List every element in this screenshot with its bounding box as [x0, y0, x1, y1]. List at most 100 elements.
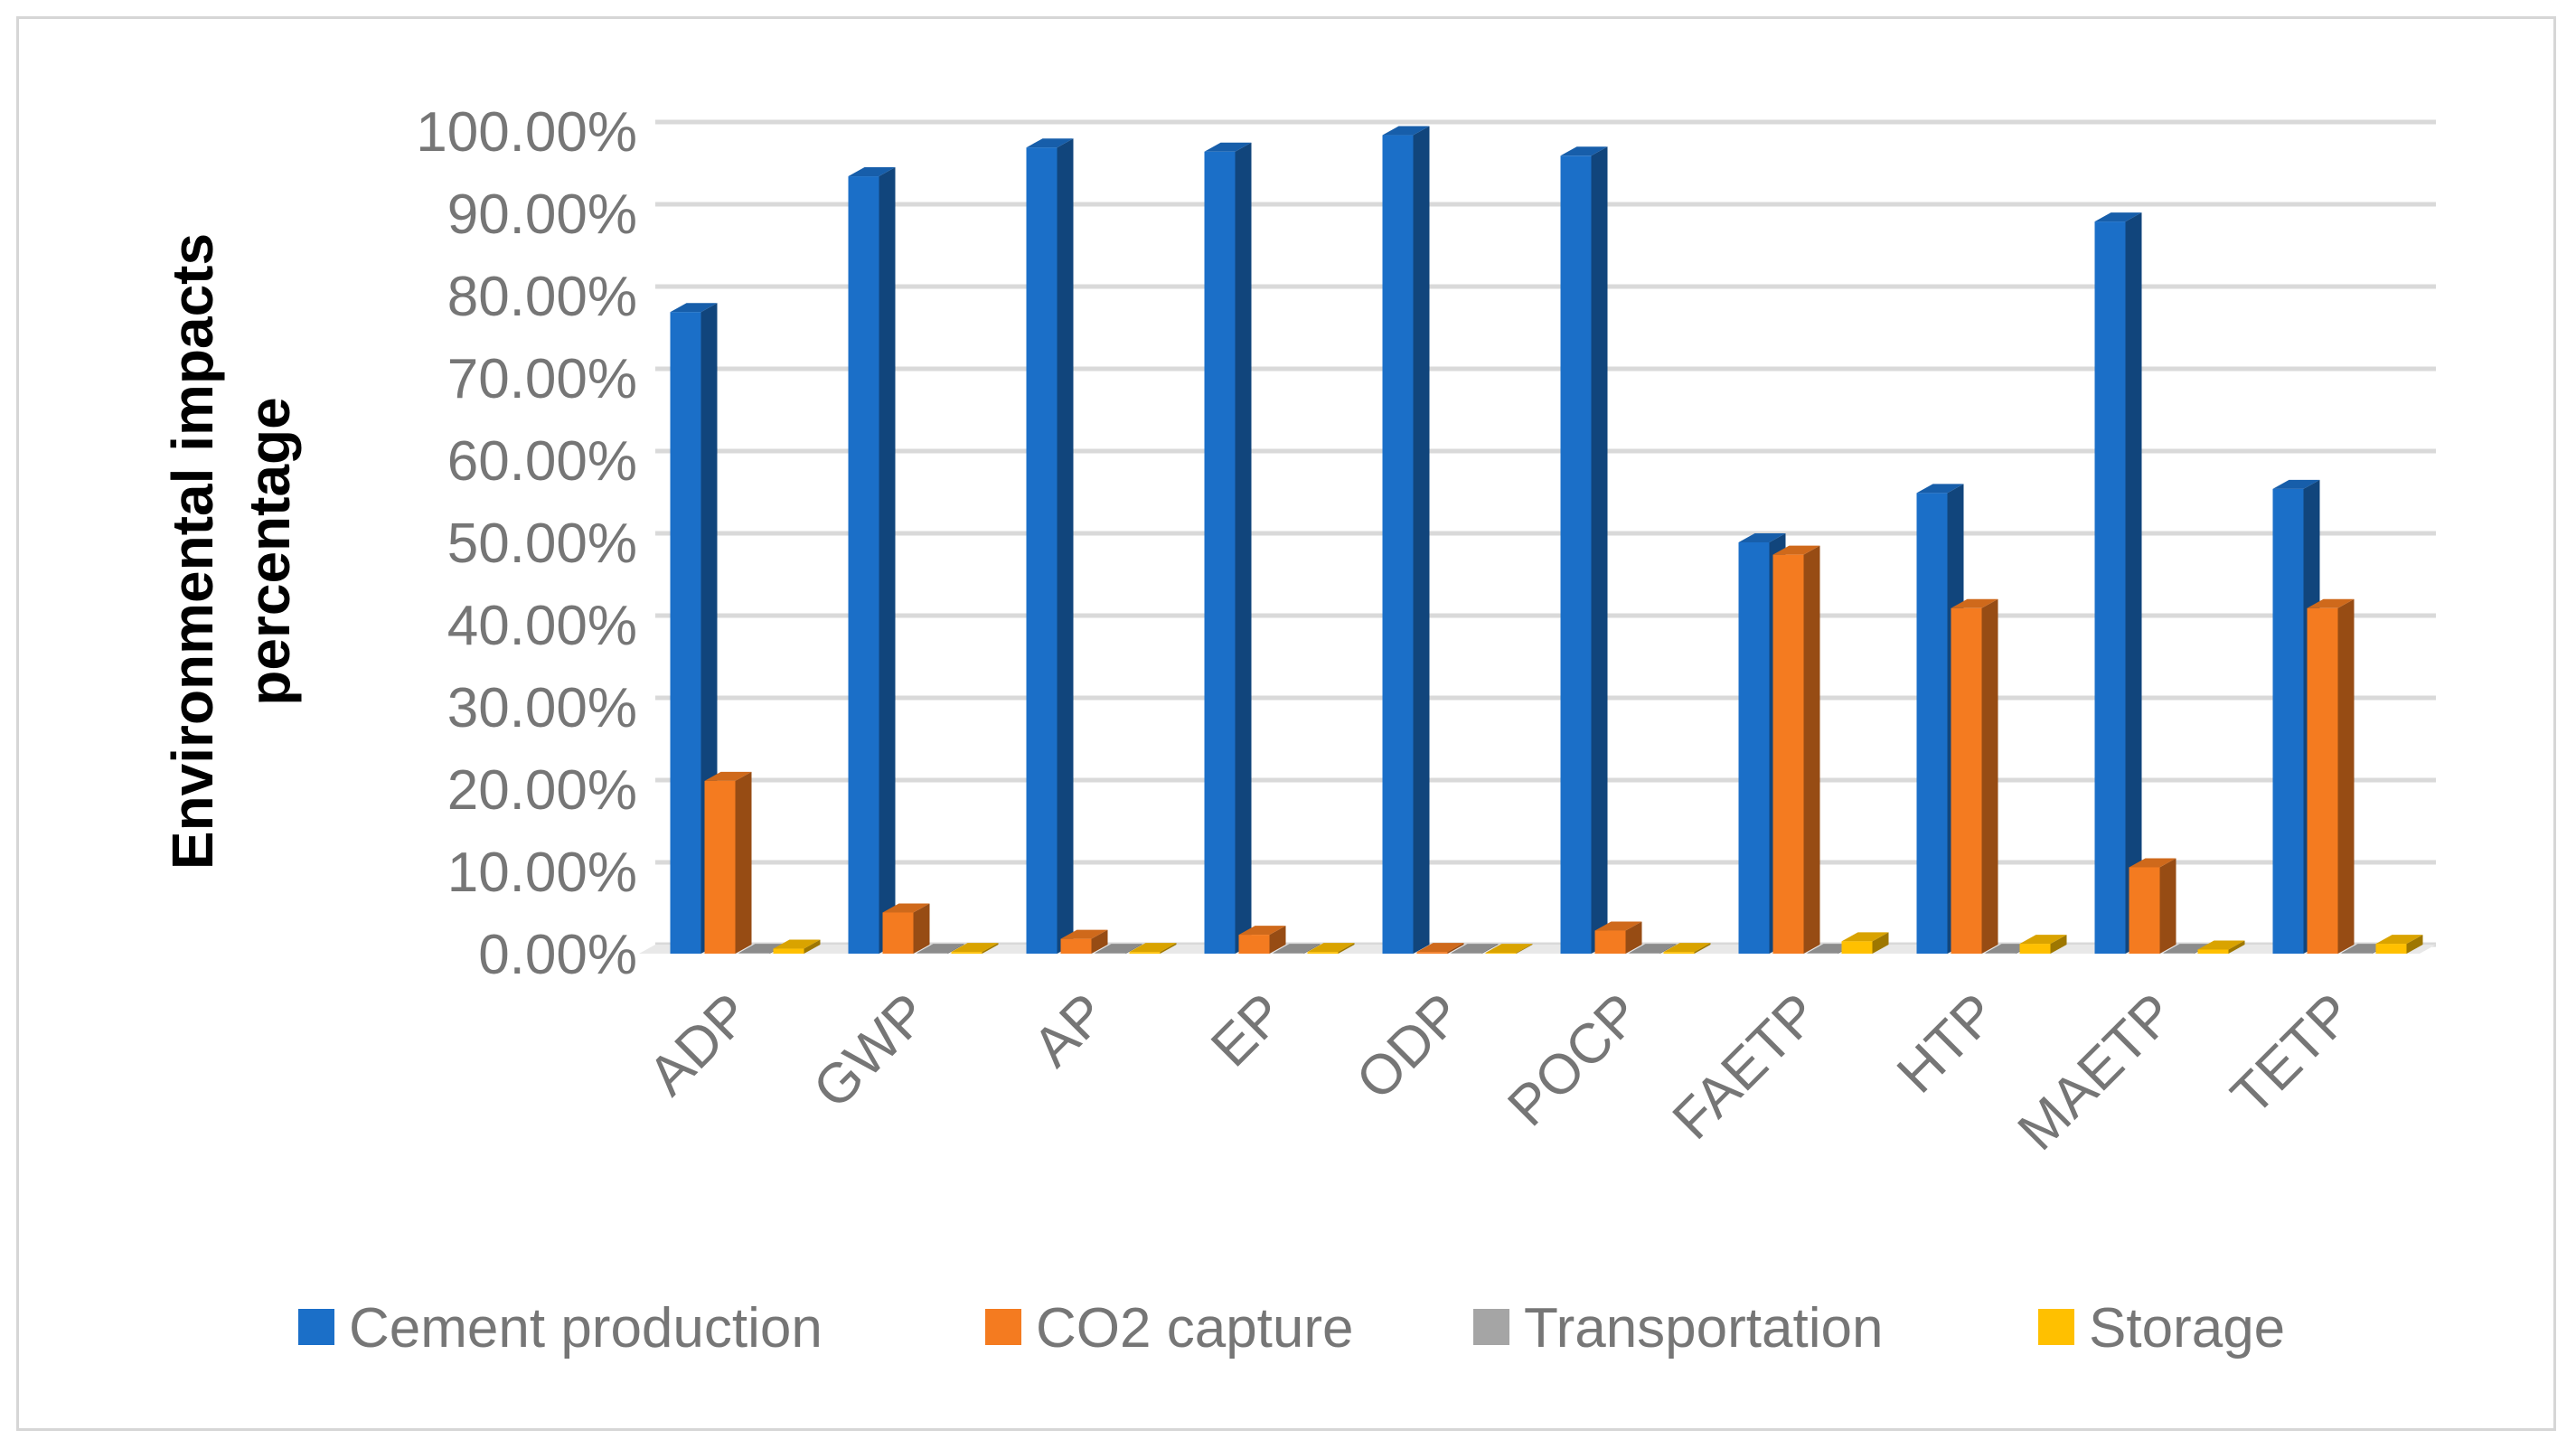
bar-front	[2307, 607, 2338, 954]
bar-top	[1916, 484, 1964, 494]
bar-side	[1091, 929, 1108, 954]
bar-side	[1269, 926, 1286, 954]
bar-top	[1485, 944, 1533, 954]
y-tick-label: 0.00%	[478, 924, 637, 986]
bar-front	[1238, 935, 1270, 954]
bar-side	[982, 943, 999, 954]
bar-gwp-cement-production	[848, 167, 896, 955]
bar-top	[951, 943, 999, 953]
bar-side	[2228, 940, 2245, 954]
bar-maetp-co2-capture	[2129, 858, 2176, 954]
bar-adp-co2-capture	[704, 771, 752, 954]
bar-htp-storage	[2019, 935, 2067, 954]
bar-front	[1485, 953, 1517, 954]
bar-top	[2375, 935, 2423, 945]
x-tick-label-htp: HTP	[1885, 982, 2008, 1105]
bar-side	[735, 771, 752, 954]
bar-htp-co2-capture	[1951, 598, 1998, 954]
legend-item-transportation: Transportation	[1473, 1297, 1883, 1360]
bar-top	[1629, 944, 1677, 954]
y-tick-label: 60.00%	[447, 430, 637, 493]
y-tick-label: 40.00%	[447, 595, 637, 657]
bar-maetp-storage	[2197, 940, 2245, 954]
bar-side	[1981, 598, 1998, 954]
x-tick-label-tetp: TETP	[2220, 982, 2365, 1127]
bar-front	[738, 953, 770, 954]
gridlines	[639, 119, 2436, 954]
bar-side	[1125, 944, 1142, 954]
legend-item-co2-capture: CO2 capture	[985, 1297, 1354, 1360]
bar-front	[1382, 135, 1414, 955]
legend-swatch	[985, 1309, 1021, 1345]
bar-top	[917, 944, 964, 954]
bar-pocp-co2-capture	[1594, 921, 1642, 954]
bar-front	[2019, 944, 2051, 954]
legend-label: Cement production	[349, 1297, 823, 1360]
bar-front	[2272, 488, 2304, 954]
bar-ap-cement-production	[1026, 138, 1074, 954]
bar-side	[2337, 598, 2355, 954]
bar-ap-storage	[1129, 943, 1177, 954]
x-tick-label-maetp: MAETP	[2007, 982, 2187, 1162]
bar-gwp-storage	[951, 943, 999, 954]
bar-side	[1659, 944, 1677, 954]
bar-side	[1803, 545, 1820, 954]
legend-label: CO2 capture	[1036, 1297, 1354, 1360]
bar-front	[2129, 867, 2160, 954]
bar-front	[1951, 607, 1982, 954]
bar-side	[2406, 935, 2423, 954]
bar-front	[1663, 952, 1695, 954]
y-axis-ticks: 0.00% 10.00% 20.00% 30.00% 40.00% 50.00% 60.00…	[416, 101, 637, 986]
legend-swatch	[2038, 1309, 2074, 1345]
bar-ap-co2-capture	[1060, 929, 1108, 954]
bar-top	[1273, 944, 1321, 954]
bar-side	[2159, 858, 2176, 954]
y-tick-label: 10.00%	[447, 842, 637, 904]
bar-front	[1273, 953, 1304, 954]
bar-top	[1307, 943, 1355, 953]
bars	[670, 126, 2423, 955]
bar-side	[1591, 146, 1608, 955]
bar-front	[1772, 554, 1804, 954]
bar-front	[2094, 221, 2126, 955]
y-tick-label: 80.00%	[447, 266, 637, 328]
bar-top	[1382, 126, 1430, 136]
bar-top	[1204, 142, 1252, 152]
bar-side	[1625, 921, 1642, 954]
bar-top	[2094, 212, 2142, 222]
bar-front	[1060, 938, 1092, 954]
y-tick-label: 30.00%	[447, 677, 637, 739]
y-tick-label: 20.00%	[447, 759, 637, 822]
bar-top	[1841, 932, 1889, 942]
bar-front	[1738, 542, 1770, 954]
bar-adp-storage	[773, 939, 821, 954]
bar-faetp-storage	[1841, 932, 1889, 954]
bar-front	[670, 312, 701, 954]
bar-front	[1807, 953, 1838, 954]
bar-side	[1872, 932, 1889, 954]
bar-front	[1204, 151, 1236, 954]
x-tick-label-gwp: GWP	[802, 982, 941, 1121]
legend-item-cement-production: Cement production	[298, 1297, 823, 1360]
x-tick-label-ap: AP	[1021, 982, 1118, 1078]
bar-ep-transportation	[1273, 944, 1321, 954]
bar-top	[1026, 138, 1074, 148]
bar-front	[704, 780, 736, 954]
bar-side	[1057, 138, 1074, 954]
x-tick-label-adp: ADP	[636, 982, 762, 1107]
bar-front	[1629, 953, 1660, 954]
bar-top	[773, 939, 821, 949]
bar-side	[1160, 943, 1177, 954]
bar-front	[2375, 944, 2407, 954]
x-tick-label-odp: ODP	[1345, 982, 1475, 1112]
bar-side	[1338, 943, 1355, 954]
bar-front	[2163, 953, 2195, 954]
bar-top	[1129, 943, 1177, 953]
bar-top	[1560, 146, 1608, 156]
bar-ep-co2-capture	[1238, 926, 1286, 954]
bar-side	[2125, 212, 2142, 955]
bar-side	[1235, 142, 1252, 954]
legend-label: Storage	[2089, 1297, 2285, 1360]
legend-swatch	[298, 1309, 334, 1345]
bar-side	[1694, 943, 1711, 954]
